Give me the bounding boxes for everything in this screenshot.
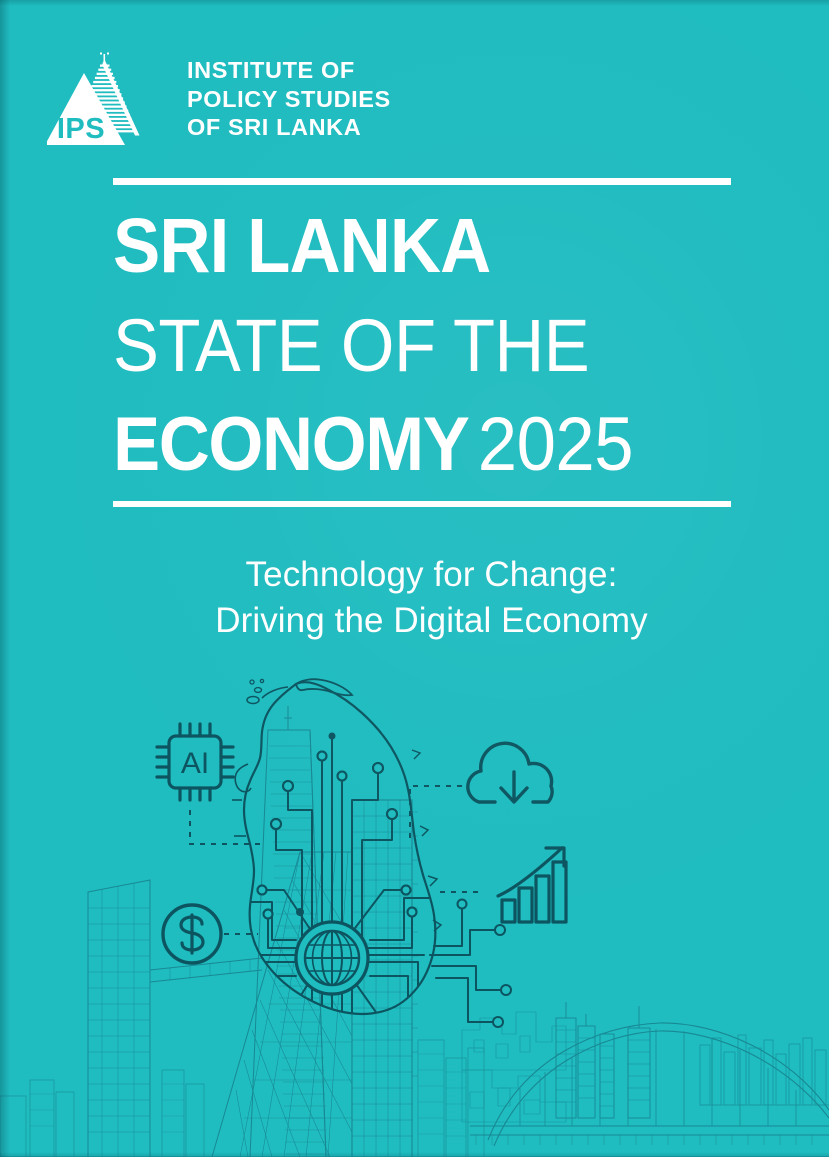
globe-icon (294, 920, 370, 996)
ai-chip-label: AI (181, 747, 209, 780)
subtitle-block: Technology for Change: Driving the Digit… (0, 552, 829, 644)
dense-block-city (461, 1011, 567, 1123)
title-line-economy-year: ECONOMY 2025 (113, 407, 688, 483)
cloud-download-icon (466, 741, 554, 804)
subtitle-line-2: Driving the Digital Economy (215, 601, 648, 641)
title-line-state-of-the: STATE OF THE (113, 304, 590, 387)
cover-illustration: AI (0, 640, 829, 1157)
midrise-cluster-right (555, 1002, 651, 1119)
sri-lanka-map-outline (232, 678, 443, 1016)
left-tower-skybridge (87, 879, 263, 1157)
dollar-circle-icon (161, 903, 223, 965)
illustration-svg: AI (0, 678, 829, 1157)
title-rule-bottom (113, 501, 731, 507)
title-block: SRI LANKA STATE OF THE ECONOMY 2025 (113, 178, 731, 507)
svg-text:IPS: IPS (57, 113, 105, 145)
title-rule-top (113, 178, 731, 185)
colombo-skyline (0, 706, 829, 1157)
ips-triangle-logo-icon: IPS (47, 52, 140, 145)
ai-chip-connector (189, 810, 262, 845)
low-rise-cluster (0, 1039, 485, 1157)
circuit-traces-outer (429, 898, 512, 1028)
growth-chart-icon (496, 846, 568, 924)
title-word-year: 2025 (477, 402, 634, 487)
subtitle-line-1: Technology for Change: (245, 555, 618, 594)
cloud-connector (409, 785, 462, 840)
title-word-economy: ECONOMY (113, 402, 470, 487)
logo-organization-name: INSTITUTE OF POLICY STUDIES OF SRI LANKA (187, 57, 391, 141)
arch-bridge (470, 1022, 829, 1147)
ai-chip-icon: AI (155, 722, 235, 802)
title-line-country: SRI LANKA (113, 203, 491, 289)
ips-logo: IPS INSTITUTE OF POLICY STUDIES OF SRI L… (47, 50, 391, 150)
paper-edge-top (0, 0, 829, 6)
